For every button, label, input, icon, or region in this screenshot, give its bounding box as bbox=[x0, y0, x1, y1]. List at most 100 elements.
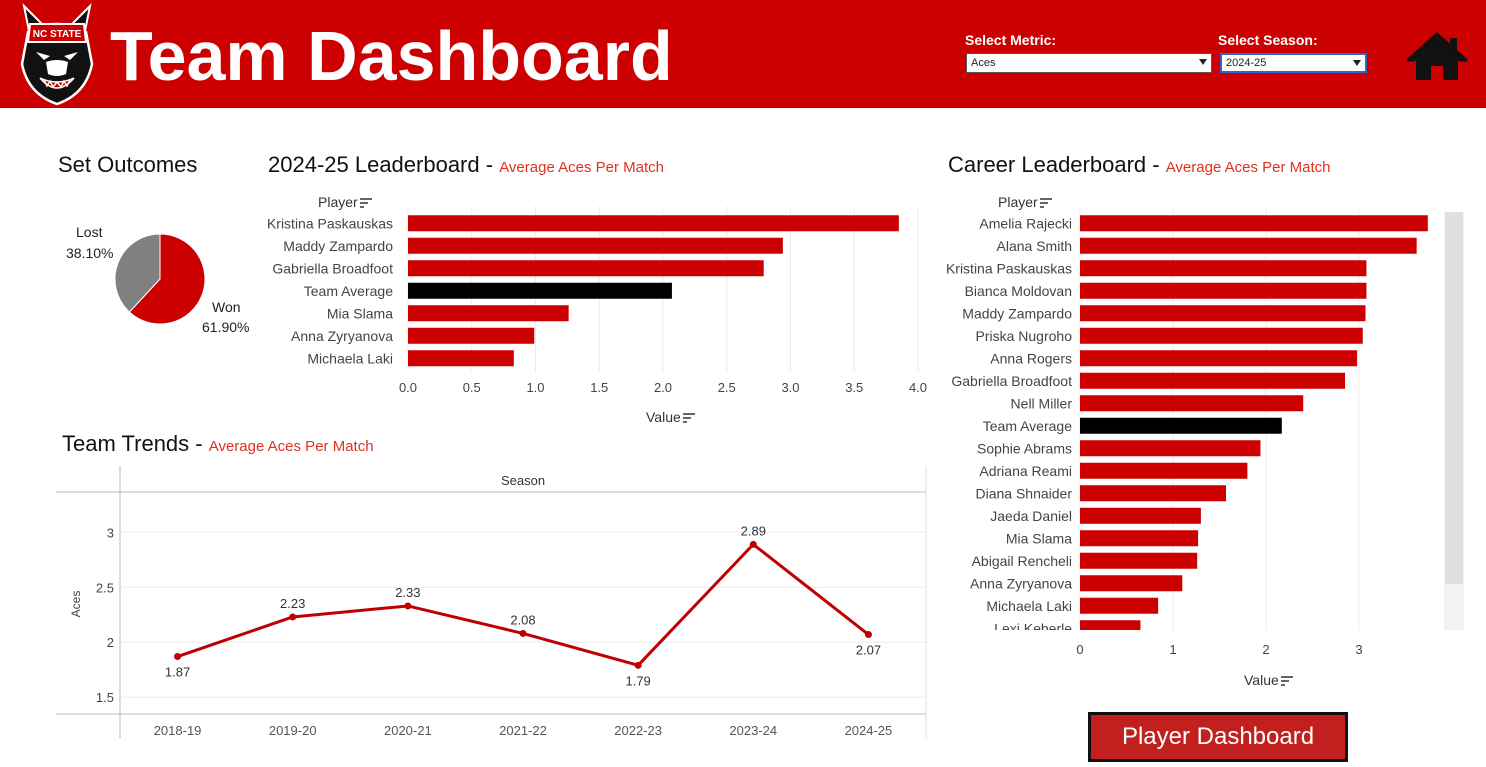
metric-select-value: Aces bbox=[971, 57, 996, 69]
trend-x-tick-label: 2020-21 bbox=[384, 723, 432, 738]
player-dashboard-button[interactable]: Player Dashboard bbox=[1088, 712, 1348, 762]
season-player-label: Maddy Zampardo bbox=[283, 238, 393, 254]
career-player-label: Anna Zyryanova bbox=[970, 575, 1072, 591]
career-bar bbox=[1080, 305, 1366, 322]
season-tick-label: 0.0 bbox=[399, 380, 417, 395]
trend-data-label: 1.87 bbox=[165, 665, 190, 680]
career-tick-label: 0 bbox=[1076, 642, 1083, 657]
home-icon[interactable] bbox=[1406, 32, 1468, 82]
career-bar bbox=[1080, 282, 1367, 299]
sort-icon[interactable] bbox=[359, 198, 372, 209]
header-bar: NC STATE Team Dashboard Select Metric: A… bbox=[0, 0, 1486, 108]
season-select[interactable]: 2024-25 bbox=[1220, 53, 1367, 73]
career-bar bbox=[1080, 507, 1201, 524]
season-tick-label: 0.5 bbox=[463, 380, 481, 395]
career-leaderboard-title-text: Career Leaderboard bbox=[948, 152, 1147, 177]
season-value-axis-text: Value bbox=[646, 409, 681, 425]
metric-select-label: Select Metric: bbox=[965, 32, 1057, 48]
trend-x-tick-label: 2023-24 bbox=[729, 723, 777, 738]
logo-text: NC STATE bbox=[33, 29, 82, 40]
career-bar bbox=[1080, 575, 1183, 592]
team-trends-chart: Season 1.5 2 2.5 3 Aces 1.87 2018-19 2.23 2019-20… bbox=[56, 466, 927, 738]
career-value-axis-text: Value bbox=[1244, 672, 1279, 688]
career-player-label: Team Average bbox=[983, 418, 1072, 434]
sort-icon[interactable] bbox=[682, 413, 695, 424]
pie-lost-pct: 38.10% bbox=[66, 245, 114, 261]
career-tick-label: 2 bbox=[1262, 642, 1269, 657]
metric-select[interactable]: Aces bbox=[966, 53, 1212, 73]
career-bar bbox=[1080, 552, 1198, 569]
season-leaderboard-subtitle: Average Aces Per Match bbox=[499, 159, 664, 176]
trend-data-label: 1.79 bbox=[625, 673, 650, 688]
trend-x-tick-label: 2018-19 bbox=[154, 723, 202, 738]
season-select-label: Select Season: bbox=[1218, 32, 1318, 48]
career-player-label: Alana Smith bbox=[997, 238, 1072, 254]
career-leaderboard-chart: 0 1 2 3 Amelia Rajecki Alana Smith Kristina Pa… bbox=[946, 206, 1464, 657]
season-bar bbox=[408, 260, 764, 277]
trend-data-label: 2.33 bbox=[395, 585, 420, 600]
career-player-label: Sophie Abrams bbox=[977, 440, 1072, 456]
season-leaderboard-chart: 0.0 0.5 1.0 1.5 2.0 2.5 3.0 3.5 4.0 Kristina Pask… bbox=[267, 206, 927, 395]
season-tick-label: 3.0 bbox=[781, 380, 799, 395]
career-player-label: Kristina Paskauskas bbox=[946, 260, 1072, 276]
wolf-logo-icon: NC STATE bbox=[20, 2, 94, 106]
season-player-label: Gabriella Broadfoot bbox=[272, 260, 393, 276]
career-bar bbox=[1080, 237, 1417, 254]
career-player-label: Gabriella Broadfoot bbox=[951, 373, 1072, 389]
career-bar bbox=[1080, 620, 1141, 630]
season-player-label: Mia Slama bbox=[327, 305, 393, 321]
trend-season-header: Season bbox=[501, 473, 545, 488]
career-player-label: Mia Slama bbox=[1006, 530, 1072, 546]
trend-y-tick-label: 2 bbox=[107, 635, 114, 650]
career-bar bbox=[1080, 597, 1159, 614]
season-tick-label: 1.5 bbox=[590, 380, 608, 395]
career-bar bbox=[1080, 327, 1363, 344]
trend-point bbox=[289, 613, 297, 621]
trend-x-tick-label: 2022-23 bbox=[614, 723, 662, 738]
career-leaderboard-title: Career Leaderboard - Average Aces Per Ma… bbox=[948, 152, 1331, 177]
career-bar bbox=[1080, 372, 1346, 389]
career-player-label: Diana Shnaider bbox=[975, 485, 1072, 501]
sort-icon[interactable] bbox=[1280, 676, 1293, 687]
career-tick-label: 1 bbox=[1169, 642, 1176, 657]
trend-point bbox=[174, 653, 182, 661]
career-player-label: Amelia Rajecki bbox=[979, 215, 1072, 231]
career-player-axis-title[interactable]: Player bbox=[998, 194, 1052, 210]
season-value-axis-title[interactable]: Value bbox=[646, 409, 695, 425]
sort-icon[interactable] bbox=[1039, 198, 1052, 209]
trend-y-tick-label: 1.5 bbox=[96, 690, 114, 705]
career-player-label: Nell Miller bbox=[1011, 395, 1073, 411]
pie-slice-won bbox=[128, 233, 206, 325]
trend-point bbox=[864, 631, 872, 639]
season-tick-label: 4.0 bbox=[909, 380, 927, 395]
trend-data-label: 2.08 bbox=[510, 612, 535, 627]
career-player-label: Abigail Rencheli bbox=[972, 553, 1072, 569]
season-bar bbox=[408, 215, 899, 232]
trend-x-tick-label: 2019-20 bbox=[269, 723, 317, 738]
set-outcomes-title: Set Outcomes bbox=[58, 152, 198, 177]
career-player-label: Michaela Laki bbox=[986, 598, 1072, 614]
trend-y-tick-label: 2.5 bbox=[96, 580, 114, 595]
season-tick-label: 1.0 bbox=[526, 380, 544, 395]
chevron-down-icon bbox=[1199, 59, 1207, 65]
trend-point bbox=[749, 540, 757, 548]
trend-point bbox=[404, 602, 412, 610]
season-bar bbox=[408, 350, 514, 367]
season-player-label: Team Average bbox=[304, 283, 393, 299]
season-player-axis-title[interactable]: Player bbox=[318, 194, 372, 210]
career-value-axis-title[interactable]: Value bbox=[1244, 672, 1293, 688]
career-bar bbox=[1080, 350, 1358, 367]
career-bar bbox=[1080, 395, 1304, 412]
trend-x-tick-label: 2024-25 bbox=[845, 723, 893, 738]
page-title: Team Dashboard bbox=[110, 17, 673, 95]
trend-point bbox=[634, 661, 642, 669]
career-player-label: Jaeda Daniel bbox=[990, 508, 1072, 524]
team-trends-title-text: Team Trends bbox=[62, 431, 190, 456]
career-bar bbox=[1080, 440, 1261, 457]
career-tick-label: 3 bbox=[1355, 642, 1362, 657]
season-team-average-bar bbox=[408, 282, 672, 299]
season-bar bbox=[408, 237, 783, 254]
set-outcomes-pie-chart bbox=[114, 233, 206, 325]
career-scrollbar-thumb[interactable] bbox=[1445, 212, 1463, 584]
